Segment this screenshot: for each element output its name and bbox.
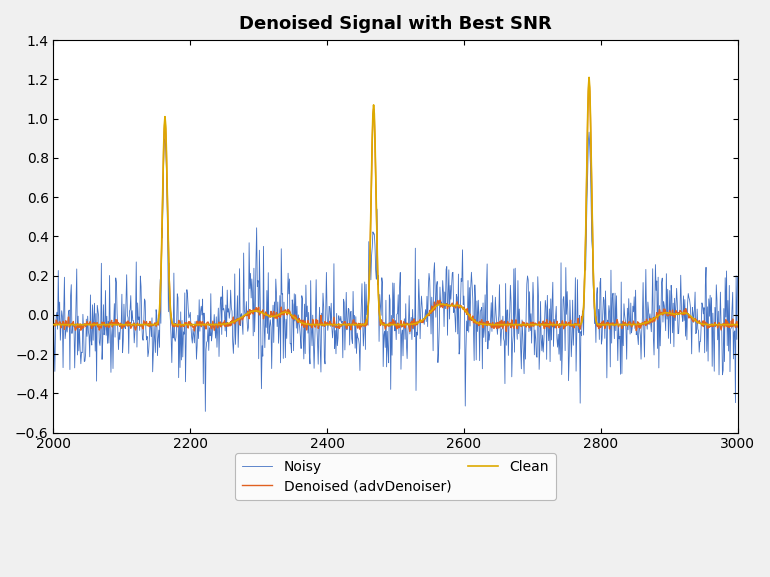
Denoised (advDenoiser) (582, 153, 591, 160)
Line: Clean: Clean (53, 77, 738, 325)
Noisy (582, 195, 591, 202)
Denoised (advDenoiser) (608, 319, 618, 326)
Clean (188, 321, 197, 328)
Clean (700, 321, 709, 328)
Legend: Noisy, Denoised (advDenoiser), Clean: Noisy, Denoised (advDenoiser), Clean (235, 453, 556, 500)
Denoised (advDenoiser) (502, 328, 511, 335)
Clean (91, 321, 100, 328)
Noisy (201, 408, 210, 415)
Denoised (advDenoiser) (701, 319, 710, 326)
Denoised (advDenoiser) (91, 321, 100, 328)
Denoised (advDenoiser) (188, 323, 197, 329)
Clean (733, 321, 742, 328)
Denoised (advDenoiser) (49, 322, 58, 329)
Denoised (advDenoiser) (584, 78, 594, 85)
Noisy (188, 340, 197, 347)
Noisy (49, 298, 58, 305)
Line: Denoised (advDenoiser): Denoised (advDenoiser) (53, 81, 738, 331)
Denoised (advDenoiser) (655, 306, 665, 313)
Noisy (701, 282, 710, 288)
Line: Noisy: Noisy (53, 132, 738, 411)
Title: Denoised Signal with Best SNR: Denoised Signal with Best SNR (239, 15, 552, 33)
Clean (654, 312, 664, 319)
Noisy (733, 274, 742, 281)
Clean (608, 321, 617, 328)
Noisy (655, 302, 665, 309)
Clean (584, 74, 594, 81)
Denoised (advDenoiser) (733, 324, 742, 331)
Noisy (608, 290, 618, 297)
Clean (49, 321, 58, 328)
Noisy (91, 347, 100, 354)
Noisy (584, 129, 594, 136)
Clean (581, 193, 591, 200)
